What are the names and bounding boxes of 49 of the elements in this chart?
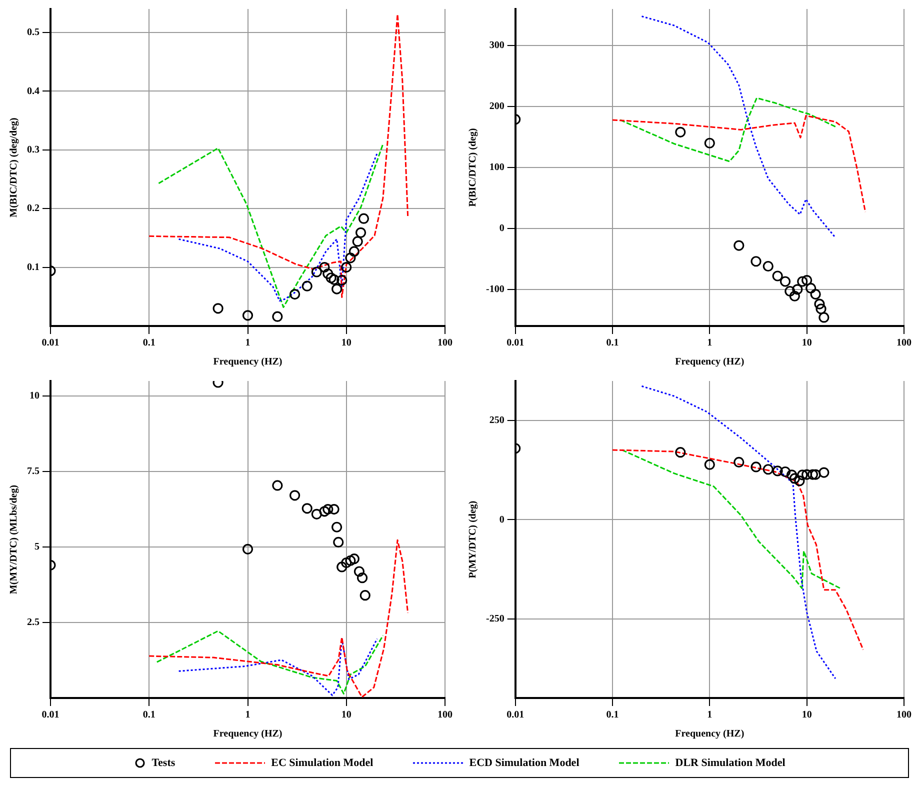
- y-tick-label: 2.5: [27, 617, 40, 628]
- y-axis-title: P(BIC/DTC) (deg): [468, 128, 479, 207]
- y-tick-label: 0.3: [27, 144, 40, 156]
- x-tick-label: 0.1: [606, 338, 619, 349]
- y-tick-label: 7.5: [27, 466, 40, 478]
- x-tick-label: 100: [438, 710, 452, 721]
- x-tick-label: 100: [896, 338, 912, 349]
- legend-label: EC Simulation Model: [271, 757, 374, 769]
- y-tick-label: 0.4: [27, 86, 40, 97]
- x-tick-label: 0.01: [42, 710, 60, 721]
- x-tick-label: 10: [802, 710, 812, 721]
- x-tick-label: 0.01: [42, 338, 60, 349]
- y-tick-label: 10: [30, 390, 40, 402]
- x-tick-label: 0.01: [506, 710, 524, 721]
- x-axis-title: Frequency (HZ): [213, 356, 282, 368]
- legend-label: DLR Simulation Model: [675, 757, 786, 769]
- x-axis-title: Frequency (HZ): [213, 728, 282, 740]
- x-tick-label: 1: [707, 710, 712, 721]
- y-tick-label: 0.5: [27, 27, 40, 38]
- x-tick-label: 0.1: [142, 710, 156, 721]
- x-axis-title: Frequency (HZ): [675, 728, 744, 740]
- y-tick-label: 0.1: [27, 262, 40, 273]
- y-tick-label: -100: [486, 284, 504, 295]
- legend-label: Tests: [152, 757, 176, 769]
- x-tick-label: 10: [341, 338, 352, 349]
- y-axis-title: P(MY/DTC) (deg): [468, 500, 479, 578]
- y-tick-label: 0.2: [27, 203, 40, 214]
- y-axis-title: M(MY/DTC) (MLbs/deg): [8, 484, 20, 594]
- x-tick-label: 1: [245, 338, 250, 349]
- x-tick-label: 10: [341, 710, 352, 721]
- y-tick-label: 100: [489, 162, 504, 174]
- y-tick-label: 0: [499, 514, 504, 526]
- x-tick-label: 0.1: [606, 710, 619, 721]
- y-tick-label: 300: [489, 40, 504, 52]
- y-axis-title: M(BIC/DTC) (deg/deg): [8, 118, 20, 218]
- y-tick-label: 0: [499, 223, 504, 234]
- y-tick-label: 5: [34, 542, 40, 553]
- x-tick-label: 1: [245, 710, 250, 721]
- x-tick-label: 0.1: [142, 338, 156, 349]
- x-axis-title: Frequency (HZ): [675, 356, 744, 368]
- x-tick-label: 10: [802, 338, 812, 349]
- y-tick-label: 200: [489, 101, 504, 112]
- legend-label: ECD Simulation Model: [469, 757, 580, 769]
- x-tick-label: 1: [707, 338, 712, 349]
- x-tick-label: 0.01: [506, 338, 524, 349]
- x-tick-label: 100: [896, 710, 912, 721]
- x-tick-label: 100: [438, 338, 452, 349]
- y-tick-label: -250: [486, 613, 504, 624]
- y-tick-label: 250: [489, 415, 504, 426]
